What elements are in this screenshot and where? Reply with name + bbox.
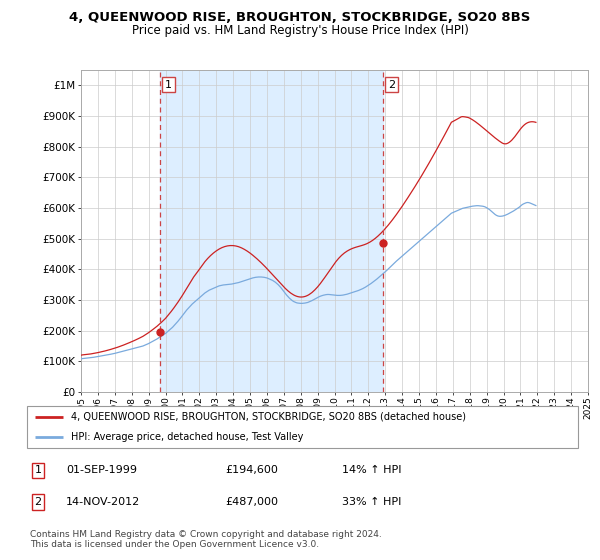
FancyBboxPatch shape bbox=[27, 405, 578, 449]
Text: 1: 1 bbox=[165, 80, 172, 90]
Bar bbox=[160, 70, 383, 392]
Text: 01-SEP-1999: 01-SEP-1999 bbox=[66, 465, 137, 475]
Text: £194,600: £194,600 bbox=[225, 465, 278, 475]
Text: 14-NOV-2012: 14-NOV-2012 bbox=[66, 497, 140, 507]
Text: 4, QUEENWOOD RISE, BROUGHTON, STOCKBRIDGE, SO20 8BS (detached house): 4, QUEENWOOD RISE, BROUGHTON, STOCKBRIDG… bbox=[71, 412, 466, 422]
Text: 2: 2 bbox=[388, 80, 395, 90]
Text: 33% ↑ HPI: 33% ↑ HPI bbox=[342, 497, 401, 507]
Text: HPI: Average price, detached house, Test Valley: HPI: Average price, detached house, Test… bbox=[71, 432, 304, 442]
Text: 4, QUEENWOOD RISE, BROUGHTON, STOCKBRIDGE, SO20 8BS: 4, QUEENWOOD RISE, BROUGHTON, STOCKBRIDG… bbox=[70, 11, 530, 25]
Text: Price paid vs. HM Land Registry's House Price Index (HPI): Price paid vs. HM Land Registry's House … bbox=[131, 24, 469, 37]
Text: 14% ↑ HPI: 14% ↑ HPI bbox=[342, 465, 401, 475]
Text: 2: 2 bbox=[34, 497, 41, 507]
Text: 1: 1 bbox=[34, 465, 41, 475]
Text: £487,000: £487,000 bbox=[225, 497, 278, 507]
Text: Contains HM Land Registry data © Crown copyright and database right 2024.
This d: Contains HM Land Registry data © Crown c… bbox=[29, 530, 382, 549]
